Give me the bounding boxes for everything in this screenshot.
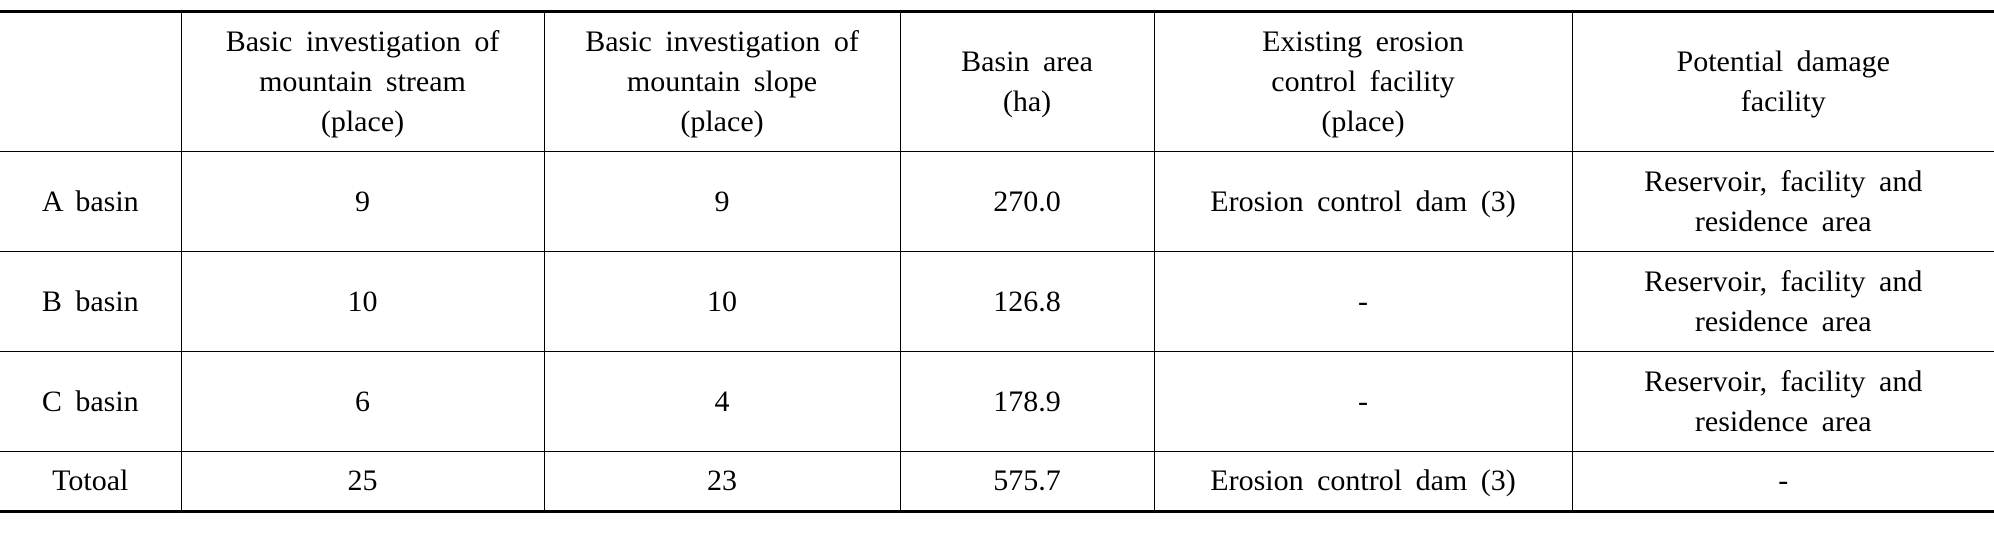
header-cell: Basin area (ha)	[899, 11, 1155, 152]
row-label: Totoal	[0, 451, 182, 513]
table-body: A basin 9 9 270.0 Erosion control dam (3) Res…	[0, 151, 1994, 513]
table-header: Basic investigation of mountain stream (pl…	[0, 11, 1994, 152]
table-cell: Reservoir, facility and residence area	[1571, 251, 1994, 352]
cell-line: mountain stream	[259, 65, 466, 98]
header-cell: Existing erosion control facility (place)	[1153, 11, 1573, 152]
table-cell: 25	[180, 451, 545, 513]
cell-line: Potential damage	[1676, 45, 1890, 78]
cell-line: Basin area	[961, 45, 1093, 78]
table-cell: 270.0	[899, 151, 1155, 252]
row-label: B basin	[0, 251, 182, 352]
cell-line: residence area	[1694, 204, 1872, 238]
cell-line: residence area	[1694, 304, 1872, 338]
header-cell: Basic investigation of mountain slope (pla…	[543, 11, 901, 152]
cell-line: facility	[1740, 85, 1826, 118]
cell-line: Basic investigation of	[225, 25, 500, 58]
cell-line: Reservoir, facility and	[1644, 364, 1923, 398]
cell-line: mountain slope	[626, 65, 818, 98]
table-cell: Erosion control dam (3)	[1153, 451, 1573, 513]
cell-line: (place)	[320, 105, 405, 138]
table-cell: Reservoir, facility and residence area	[1571, 351, 1994, 452]
table-cell: 10	[543, 251, 901, 352]
row-label: C basin	[0, 351, 182, 452]
header-cell: Basic investigation of mountain stream (pl…	[180, 11, 545, 152]
cell-line: control facility	[1271, 65, 1455, 98]
cell-line: Reservoir, facility and	[1644, 264, 1923, 298]
row-label: A basin	[0, 151, 182, 252]
cell-line: Basic investigation of	[585, 25, 859, 58]
table-cell: 126.8	[899, 251, 1155, 352]
data-table: Basic investigation of mountain stream (pl…	[0, 10, 1994, 513]
table-cell: 9	[543, 151, 901, 252]
table-cell: Erosion control dam (3)	[1153, 151, 1573, 252]
table-row: A basin 9 9 270.0 Erosion control dam (3) Res…	[0, 151, 1994, 252]
table-cell: 10	[180, 251, 545, 352]
table-row: B basin 10 10 126.8- Reservoir, facility and…	[0, 251, 1994, 352]
table-cell: 4	[543, 351, 901, 452]
header-cell: Potential damage facility	[1571, 11, 1994, 152]
table-cell: 23	[543, 451, 901, 513]
header-row: Basic investigation of mountain stream (pl…	[0, 11, 1994, 152]
table-cell: -	[1153, 251, 1573, 352]
table-row: C basin 6 4 178.9- Reservoir, facility and re…	[0, 351, 1994, 452]
cell-line: (ha)	[1002, 85, 1052, 118]
table-cell: -	[1153, 351, 1573, 452]
table-cell: -	[1571, 451, 1994, 513]
table-container: Basic investigation of mountain stream (pl…	[0, 10, 1994, 513]
cell-line: (place)	[680, 105, 764, 138]
cell-line: (place)	[1321, 105, 1405, 138]
cell-line: Reservoir, facility and	[1644, 164, 1923, 198]
table-cell: 9	[180, 151, 545, 252]
cell-line: residence area	[1694, 404, 1872, 438]
table-cell: 178.9	[899, 351, 1155, 452]
corner-cell	[0, 11, 182, 152]
table-cell: 575.7	[899, 451, 1155, 513]
total-row: Totoal 25 23 575.7 Erosion control dam (3) -	[0, 451, 1994, 513]
table-cell: 6	[180, 351, 545, 452]
table-cell: Reservoir, facility and residence area	[1571, 151, 1994, 252]
cell-line: Existing erosion	[1262, 25, 1464, 58]
